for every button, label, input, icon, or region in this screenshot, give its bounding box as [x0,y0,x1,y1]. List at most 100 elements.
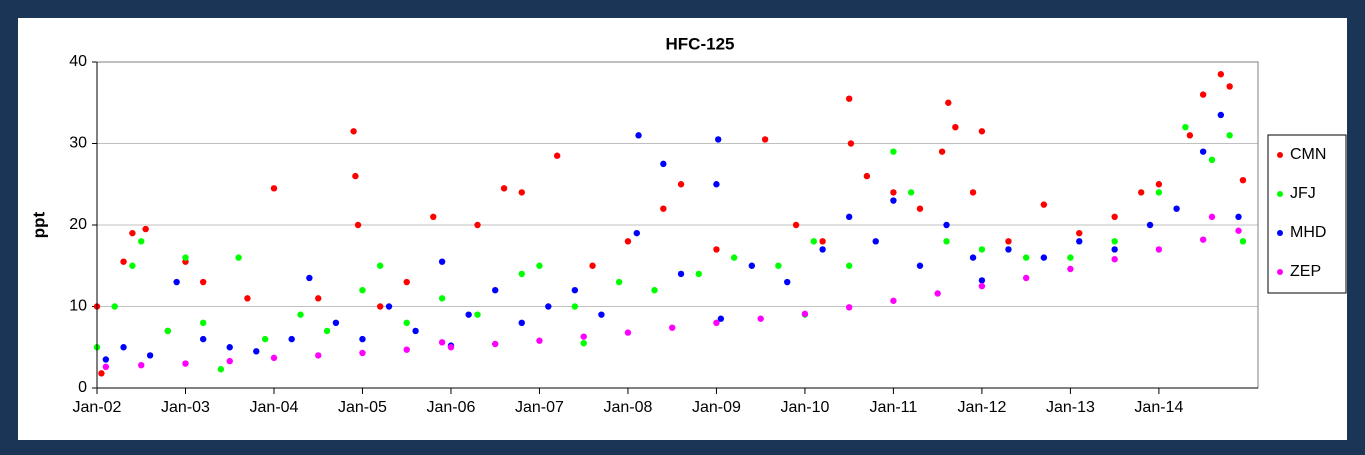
point [784,278,791,286]
point [359,287,366,294]
point [845,213,853,221]
x-tick-label: Jan-12 [957,399,1006,416]
point [810,238,817,245]
point [350,128,357,135]
x-tick-label: Jan-07 [515,399,564,416]
point [978,277,986,284]
x-tick-label: Jan-09 [692,399,741,416]
point [943,221,950,229]
point [1235,227,1242,234]
point [801,310,809,318]
point [120,344,127,351]
point [1226,132,1233,139]
point [1235,213,1242,221]
point [1076,229,1083,237]
point [438,295,446,302]
point [978,246,986,253]
point [1022,274,1030,282]
x-tick-label: Jan-03 [161,399,210,416]
point [845,95,853,102]
point [1111,246,1118,253]
point [102,363,110,371]
point [138,238,145,245]
point [1005,238,1012,245]
point [129,262,136,269]
point [890,148,897,155]
point [952,124,959,131]
point [668,324,676,331]
point [1155,181,1163,188]
point [713,246,720,253]
point [412,327,419,335]
point [1239,238,1247,245]
point [1137,189,1145,196]
point [98,370,105,377]
point [624,329,632,336]
point [792,221,800,229]
point [890,189,897,196]
point [545,303,552,310]
point [1217,71,1225,78]
point [182,254,189,261]
point [138,361,145,369]
point [1226,83,1233,90]
point [199,335,207,343]
point [403,278,410,286]
point [713,181,720,188]
point [217,366,225,373]
point [1155,246,1163,253]
point [270,185,278,192]
point [164,327,171,335]
x-tick-label: Jan-04 [250,399,299,416]
y-axis-label: ppt [29,211,48,238]
point [945,99,952,106]
point [890,297,897,304]
x-tick-label: Jan-11 [870,399,918,416]
point [624,238,632,245]
point [244,295,251,302]
legend-box [1267,134,1347,294]
point [226,344,233,351]
point [403,346,410,353]
x-tick-label: Jan-10 [780,399,829,416]
point [730,254,738,261]
point [1182,124,1189,131]
point [438,258,446,265]
y-tick-label: 20 [69,216,87,233]
point [129,229,136,237]
point [403,319,410,326]
point [651,287,658,294]
point [1239,176,1247,184]
point [1067,265,1074,273]
legend-marker [1277,152,1283,158]
point [571,287,579,294]
point [518,270,525,278]
point [1155,189,1163,196]
point [474,221,481,229]
point [438,339,446,346]
point [615,278,623,286]
point [677,270,685,278]
point [536,337,543,344]
legend-marker [1277,191,1283,197]
y-tick-label: 40 [69,53,87,70]
point [819,246,826,253]
point [1208,213,1216,221]
point [775,262,782,269]
legend-marker [1277,230,1283,236]
point [1022,254,1030,261]
point [142,225,149,233]
x-tick-label: Jan-06 [427,399,476,416]
point [872,238,879,245]
point [571,303,579,310]
point [1111,213,1118,221]
point [978,282,986,290]
point [695,270,702,278]
point [969,254,977,261]
point [376,303,384,310]
point [978,128,986,135]
legend-label: CMN [1290,146,1326,163]
point [717,315,725,322]
point [465,311,472,318]
point [352,172,359,180]
